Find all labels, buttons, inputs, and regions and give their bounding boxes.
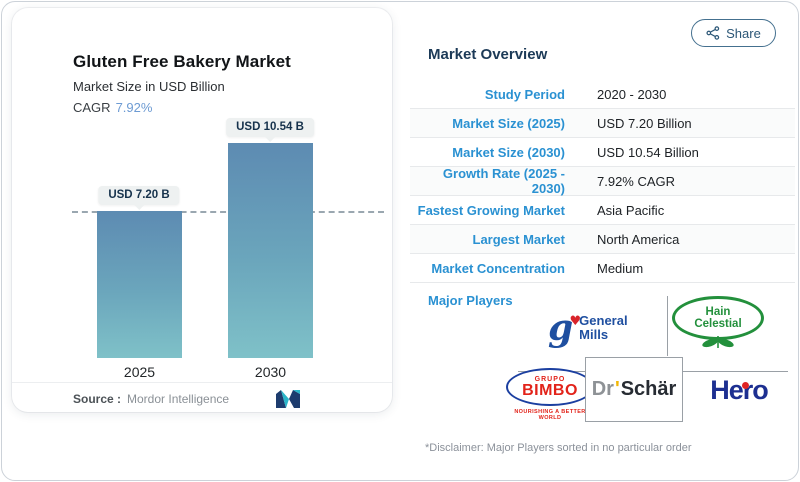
row-value: USD 7.20 Billion <box>597 115 692 131</box>
disclaimer-text: *Disclaimer: Major Players sorted in no … <box>425 442 692 454</box>
grupo-bimbo-logo: GRUPO BIMBO NOURISHING A BETTER WORLD <box>506 368 594 421</box>
hero-logo: Hero <box>694 375 784 411</box>
logo-grid-vertical-divider <box>667 296 668 356</box>
general-mills-wordmark: General Mills <box>579 312 628 342</box>
source-label: Source : <box>73 392 122 406</box>
row-label: Market Size (2030) <box>452 144 565 160</box>
general-mills-monogram: g ♥ <box>548 310 581 346</box>
hain-line2: Celestial <box>694 318 742 330</box>
heart-icon: ♥ <box>569 313 582 329</box>
row-label: Market Concentration <box>431 260 565 276</box>
table-row: Market Size (2030) USD 10.54 Billion <box>410 138 795 167</box>
table-row: Growth Rate (2025 - 2030) 7.92% CAGR <box>410 166 795 196</box>
row-value: 7.92% CAGR <box>597 173 676 189</box>
hero-red-dot-icon <box>742 382 750 389</box>
schar-apostrophe: ' <box>614 378 620 400</box>
cagr-label: CAGR <box>73 100 111 115</box>
share-icon <box>706 26 720 40</box>
source-row: Source : Mordor Intelligence <box>73 392 229 406</box>
hain-line1: Hain <box>705 306 731 318</box>
row-label: Study Period <box>484 86 565 102</box>
row-label: Largest Market <box>472 231 565 247</box>
chart-title: Gluten Free Bakery Market <box>73 52 291 71</box>
bimbo-oval: GRUPO BIMBO <box>506 368 594 406</box>
source-divider <box>12 382 392 383</box>
row-value: North America <box>597 231 680 247</box>
source-value: Mordor Intelligence <box>127 392 230 406</box>
hain-celestial-oval: Hain Celestial <box>672 296 764 340</box>
row-label: Market Size (2025) <box>452 115 565 131</box>
table-row: Fastest Growing Market Asia Pacific <box>410 196 795 225</box>
logo-grid-horizontal-divider-right <box>683 371 788 372</box>
chart-cagr: CAGR 7.92% <box>73 100 152 115</box>
general-mills-logo: g ♥ General Mills <box>548 300 648 355</box>
table-row: Market Concentration Medium <box>410 254 795 283</box>
cagr-value: 7.92% <box>115 100 153 115</box>
bimbo-name-text: BIMBO <box>522 381 578 399</box>
chart-subtitle: Market Size in USD Billion <box>73 79 225 94</box>
table-row: Study Period 2020 - 2030 <box>410 80 795 109</box>
table-row: Market Size (2025) USD 7.20 Billion <box>410 109 795 138</box>
chart-card: Gluten Free Bakery Market Market Size in… <box>12 8 392 412</box>
overview-heading: Market Overview <box>428 46 548 63</box>
schar-name-text: Schär <box>620 378 677 400</box>
overview-table: Study Period 2020 - 2030 Market Size (20… <box>410 80 795 283</box>
mordor-intelligence-logo-icon <box>276 390 300 408</box>
bar-2030 <box>228 143 313 358</box>
bar-value-label-2030: USD 10.54 B <box>226 118 314 137</box>
row-value: USD 10.54 Billion <box>597 144 699 160</box>
bar-2025 <box>97 211 182 358</box>
row-value: Asia Pacific <box>597 202 665 218</box>
hero-wordmark: Hero <box>710 375 769 405</box>
schar-dr-text: Dr <box>591 378 614 400</box>
x-axis-label-2025: 2025 <box>123 364 156 380</box>
table-row: Largest Market North America <box>410 225 795 254</box>
share-button[interactable]: Share <box>691 19 776 47</box>
x-axis-label-2030: 2030 <box>254 364 287 380</box>
leaf-icon <box>702 336 734 348</box>
hain-celestial-logo: Hain Celestial <box>672 296 764 354</box>
row-label: Growth Rate (2025 - 2030) <box>442 166 565 196</box>
row-value: Medium <box>597 260 644 276</box>
major-players-label: Major Players <box>428 293 513 308</box>
share-button-label: Share <box>726 25 761 41</box>
bar-value-label-2025: USD 7.20 B <box>98 186 180 205</box>
bimbo-grupo-text: GRUPO <box>534 375 566 383</box>
dr-schar-logo: Dr ' Schär <box>585 357 683 422</box>
bimbo-tagline: NOURISHING A BETTER WORLD <box>514 409 586 421</box>
row-label: Fastest Growing Market <box>417 202 565 218</box>
row-value: 2020 - 2030 <box>597 86 667 102</box>
